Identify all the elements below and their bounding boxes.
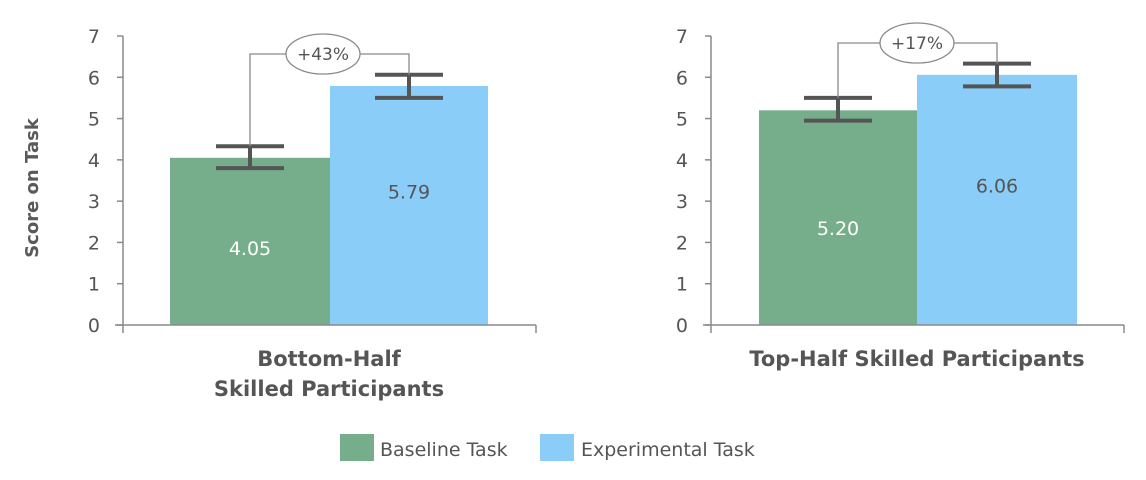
- legend: Baseline Task Experimental Task: [340, 434, 755, 461]
- bar-baseline-task: [170, 157, 330, 325]
- bar-value-label: 5.79: [388, 181, 430, 203]
- legend-label-experimental: Experimental Task: [581, 439, 755, 461]
- y-tick-label: 7: [88, 26, 100, 48]
- y-tick-label: 4: [676, 150, 688, 172]
- y-tick-label: 4: [88, 150, 100, 172]
- difference-annotation: +17%: [837, 22, 998, 98]
- y-tick-label: 1: [676, 274, 688, 296]
- y-tick-label: 6: [676, 67, 688, 89]
- y-tick-label: 2: [676, 232, 688, 254]
- legend-swatch-experimental: [540, 434, 574, 461]
- bar-value-label: 6.06: [976, 175, 1018, 197]
- percent-change-ellipse: [879, 22, 955, 64]
- bar-experimental-task: [330, 85, 488, 325]
- x-category-label-bottom-half-line1: Bottom-Half: [257, 347, 401, 371]
- x-category-label-top-half: Top-Half Skilled Participants: [749, 347, 1084, 371]
- bar-baseline-task: [759, 110, 917, 325]
- y-tick-label: 7: [676, 26, 688, 48]
- chart-panel-top-half: 0 1 2 3 4 5 6 7 5.20 6.06 +17%: [676, 22, 1125, 337]
- difference-annotation: +43%: [249, 33, 410, 147]
- percent-change-label: +17%: [891, 34, 943, 54]
- bar-value-label: 5.20: [817, 218, 859, 240]
- percent-change-label: +43%: [297, 45, 349, 65]
- y-tick-label: 0: [676, 315, 688, 337]
- y-tick-label: 6: [88, 67, 100, 89]
- chart-panel-bottom-half: 0 1 2 3 4 5 6 7 4.05 5.79 +43%: [88, 26, 537, 337]
- bar-experimental-task: [917, 74, 1077, 326]
- y-tick-label: 2: [88, 232, 100, 254]
- y-tick-label: 0: [88, 315, 100, 337]
- legend-swatch-baseline: [340, 434, 374, 461]
- y-axis-title: Score on Task: [22, 117, 43, 258]
- bar-value-label: 4.05: [229, 238, 271, 260]
- y-tick-label: 5: [88, 109, 100, 131]
- y-tick-label: 3: [88, 191, 100, 213]
- legend-label-baseline: Baseline Task: [380, 439, 508, 461]
- y-tick-label: 5: [676, 109, 688, 131]
- percent-change-ellipse: [285, 33, 361, 75]
- y-tick-label: 1: [88, 274, 100, 296]
- y-tick-label: 3: [676, 191, 688, 213]
- x-category-label-bottom-half-line2: Skilled Participants: [214, 377, 444, 401]
